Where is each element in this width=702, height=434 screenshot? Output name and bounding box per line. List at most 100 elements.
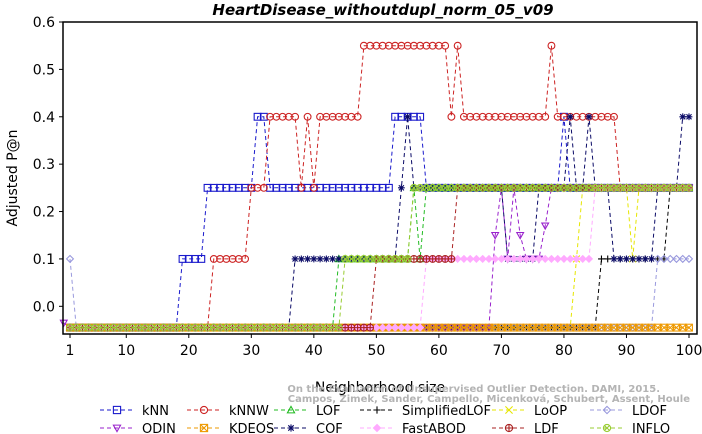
point-fastabod [578, 254, 587, 264]
x-tick-label: 40 [305, 343, 323, 359]
point-inflo [78, 323, 87, 332]
y-tick-label: 0.2 [33, 205, 55, 221]
point-fastabod [391, 323, 400, 332]
legend-label-knnw: kNNW [229, 404, 269, 419]
point-cof [610, 255, 618, 263]
point-cof [648, 255, 655, 263]
point-fastabod [403, 323, 412, 332]
point-ldf [366, 323, 375, 332]
legend-item-lof: LOF [274, 404, 341, 419]
point-fastabod [572, 254, 581, 264]
x-tick-label: 70 [493, 343, 511, 359]
point-fastabod [522, 254, 531, 264]
legend-label-ldf: LDF [534, 422, 559, 434]
point-fastabod [516, 254, 525, 264]
point-knnw [297, 183, 306, 192]
point-cof [616, 255, 624, 263]
legend-item-kdeos: KDEOS [187, 422, 274, 434]
point-ldof [666, 254, 675, 264]
point-fastabod [478, 254, 487, 264]
point-fastabod [553, 254, 562, 264]
point-knnw [259, 183, 268, 192]
point-ldof [684, 254, 694, 264]
point-fastabod [378, 323, 387, 332]
x-tick-label: 60 [430, 343, 448, 359]
point-cof [297, 255, 305, 263]
point-knnw [303, 112, 312, 121]
point-cof [335, 255, 343, 263]
y-tick-label: 0.0 [33, 299, 55, 315]
point-cof [635, 255, 643, 263]
point-simplifiedlof [604, 255, 612, 263]
point-fastabod [503, 254, 512, 264]
watermark-line-2: On the Evaluation of Unsupervised Outlie… [287, 384, 660, 395]
point-cof [629, 255, 637, 263]
point-knnw [441, 41, 450, 50]
legend-label-simplifiedlof: SimplifiedLOF [402, 404, 491, 419]
point-cof [679, 113, 687, 121]
point-fastabod [528, 254, 537, 264]
legend-label-cof: COF [316, 422, 343, 434]
x-tick-label: 50 [367, 343, 385, 359]
chart-title: HeartDisease_withoutdupl_norm_05_v09 [212, 1, 553, 19]
point-cof [329, 255, 337, 263]
point-inflo [334, 323, 343, 332]
point-ldof [672, 254, 681, 264]
legend-label-ldof: LDOF [632, 404, 667, 419]
y-axis: 0.0 0.1 0.2 0.3 0.4 0.5 0.6 [33, 15, 63, 315]
legend-label-inflo: INFLO [632, 422, 670, 434]
series-knn [66, 112, 693, 332]
watermark: On the Evaluation of Unsupervised Outlie… [287, 384, 690, 405]
point-knn [416, 112, 425, 121]
x-tick-label: 80 [555, 343, 573, 359]
point-knnw [447, 112, 456, 121]
y-tick-label: 0.4 [33, 110, 55, 126]
point-fastabod [491, 254, 500, 264]
y-tick-label: 0.5 [33, 62, 55, 78]
legend-item-ldof: LDOF [590, 404, 667, 419]
point-fastabod [459, 254, 469, 264]
point-fastabod [534, 254, 544, 264]
point-ldof [65, 254, 75, 264]
legend-label-loop: LoOP [534, 404, 567, 419]
point-knn [384, 183, 393, 192]
point-cof [404, 113, 412, 121]
point-cof [585, 113, 593, 121]
point-fastabod [409, 323, 418, 332]
point-kdeos [685, 323, 693, 332]
point-kdeos [635, 323, 643, 332]
y-axis-label: Adjusted P@n [5, 129, 21, 226]
x-axis-label: Neighborhood size [315, 380, 445, 396]
point-cof [641, 255, 649, 263]
point-fastabod [453, 254, 462, 264]
point-cof [566, 113, 574, 121]
x-tick-label: 90 [618, 343, 636, 359]
point-knnw [547, 41, 556, 50]
point-fastabod [484, 254, 494, 264]
plot-frame [62, 21, 698, 335]
legend-item-knn: kNN [100, 404, 169, 419]
x-tick-label: 1 [66, 343, 75, 359]
y-tick-label: 0.3 [33, 157, 55, 173]
point-knnw [241, 254, 250, 263]
y-tick-label: 0.1 [33, 252, 55, 268]
point-fastabod [472, 254, 481, 264]
point-odin [515, 231, 525, 240]
point-knnw [541, 112, 550, 121]
point-fastabod [416, 323, 425, 332]
point-cof [304, 255, 311, 263]
x-tick-label: 100 [676, 343, 702, 359]
point-odin [490, 231, 500, 240]
point-ldof [659, 254, 669, 264]
y-tick-label: 0.6 [33, 15, 55, 31]
point-cof [316, 255, 324, 263]
point-knnw [610, 112, 618, 121]
legend-label-fastabod: FastABOD [402, 422, 466, 434]
point-inflo [528, 183, 537, 192]
point-fastabod [397, 323, 406, 332]
point-knnw [353, 112, 362, 121]
point-fastabod [541, 254, 550, 264]
point-cof [623, 255, 630, 263]
point-kdeos [610, 323, 618, 332]
